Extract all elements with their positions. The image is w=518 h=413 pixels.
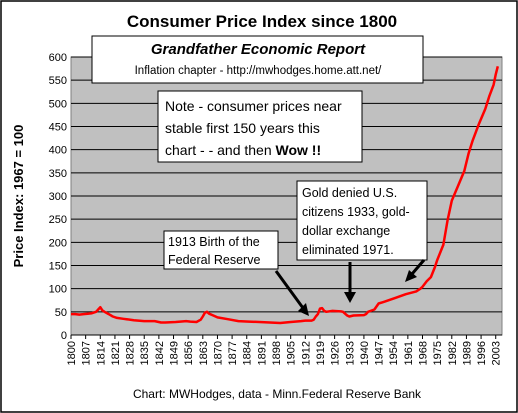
fed-arrow: [274, 270, 309, 316]
x-tick-label: 1954: [388, 341, 400, 365]
x-tick-label: 1961: [403, 341, 415, 365]
x-tick-label: 2003: [491, 341, 503, 365]
source-credit: Chart: MWHodges, data - Minn.Federal Res…: [133, 387, 422, 401]
y-axis-ticks: 0 50 100 150 200 250 300 350 400 450 500 550 600: [49, 52, 67, 342]
gold-1971-arrow: [405, 259, 426, 282]
y-axis-label: Price Index: 1967 = 100: [11, 125, 26, 268]
chart-title: Consumer Price Index since 1800: [127, 12, 397, 31]
y-tick-label: 300: [49, 191, 67, 203]
y-tick-label: 0: [61, 330, 67, 342]
note-wow: Wow !!: [276, 142, 322, 158]
y-tick-label: 450: [49, 122, 67, 134]
x-tick-label: 1877: [227, 341, 239, 365]
x-tick-label: 1800: [66, 341, 78, 365]
report-title: Grandfather Economic Report: [151, 41, 366, 58]
x-tick-label: 1905: [286, 341, 298, 365]
x-tick-label: 1891: [256, 341, 268, 365]
y-tick-label: 50: [55, 307, 67, 319]
x-tick-label: 1898: [271, 341, 283, 365]
x-tick-label: 1982: [447, 341, 459, 365]
gold-line-3: dollar exchange: [302, 224, 390, 238]
y-tick-label: 250: [49, 214, 67, 226]
y-tick-label: 550: [49, 75, 67, 87]
x-tick-label: 1968: [417, 341, 429, 365]
y-tick-label: 600: [49, 52, 67, 64]
y-tick-label: 100: [49, 284, 67, 296]
note-line-1: Note - consumer prices near: [165, 98, 342, 114]
note-line-3-text: chart - - and then: [165, 142, 276, 158]
y-tick-label: 400: [49, 145, 67, 157]
x-tick-label: 1807: [81, 341, 93, 365]
cpi-series-line: [71, 65, 500, 325]
x-tick-label: 1863: [198, 341, 210, 365]
x-tick-label: 1835: [139, 341, 151, 365]
x-tick-label: 1828: [125, 341, 137, 365]
fed-annotation-box: [163, 230, 279, 270]
gold-1933-arrow: [344, 262, 356, 303]
x-tick-label: 1849: [169, 341, 181, 365]
x-tick-label: 1996: [476, 341, 488, 365]
x-tick-label: 1975: [432, 341, 444, 365]
x-tick-label: 1856: [183, 341, 195, 365]
x-tick-label: 1821: [110, 341, 122, 365]
gold-line-1: Gold denied U.S.: [302, 186, 397, 200]
x-tick-label: 1870: [212, 341, 224, 365]
fed-line-2: Federal Reserve: [168, 253, 260, 267]
note-box: [157, 90, 363, 163]
x-tick-label: 1933: [344, 341, 356, 365]
x-tick-label: 1919: [315, 341, 327, 365]
fed-line-1: 1913 Birth of the: [168, 235, 260, 249]
gold-annotation-box: [296, 180, 428, 261]
y-tick-label: 150: [49, 261, 67, 273]
x-tick-label: 1814: [95, 341, 107, 365]
x-tick-label: 1940: [359, 341, 371, 365]
x-tick-label: 1989: [461, 341, 473, 365]
x-tick-label: 1912: [300, 341, 312, 365]
note-line-2: stable first 150 years this: [165, 120, 320, 136]
y-tick-label: 200: [49, 237, 67, 249]
x-tick-label: 1947: [374, 341, 386, 365]
gold-line-2: citizens 1933, gold-: [302, 205, 410, 219]
y-tick-label: 350: [49, 168, 67, 180]
gold-line-4: eliminated 1971.: [302, 243, 394, 257]
x-tick-label: 1884: [242, 341, 254, 365]
x-axis-ticks: 1800 1807 1814 1821 1828 1835 1842 1849 1856 1863…: [66, 335, 503, 365]
note-line-3: chart - - and then Wow !!: [165, 142, 321, 158]
report-subtitle: Inflation chapter - http://mwhodges.home…: [135, 65, 383, 77]
y-tick-label: 500: [49, 98, 67, 110]
x-tick-label: 1926: [330, 341, 342, 365]
x-tick-label: 1842: [154, 341, 166, 365]
report-title-box: [91, 35, 424, 84]
